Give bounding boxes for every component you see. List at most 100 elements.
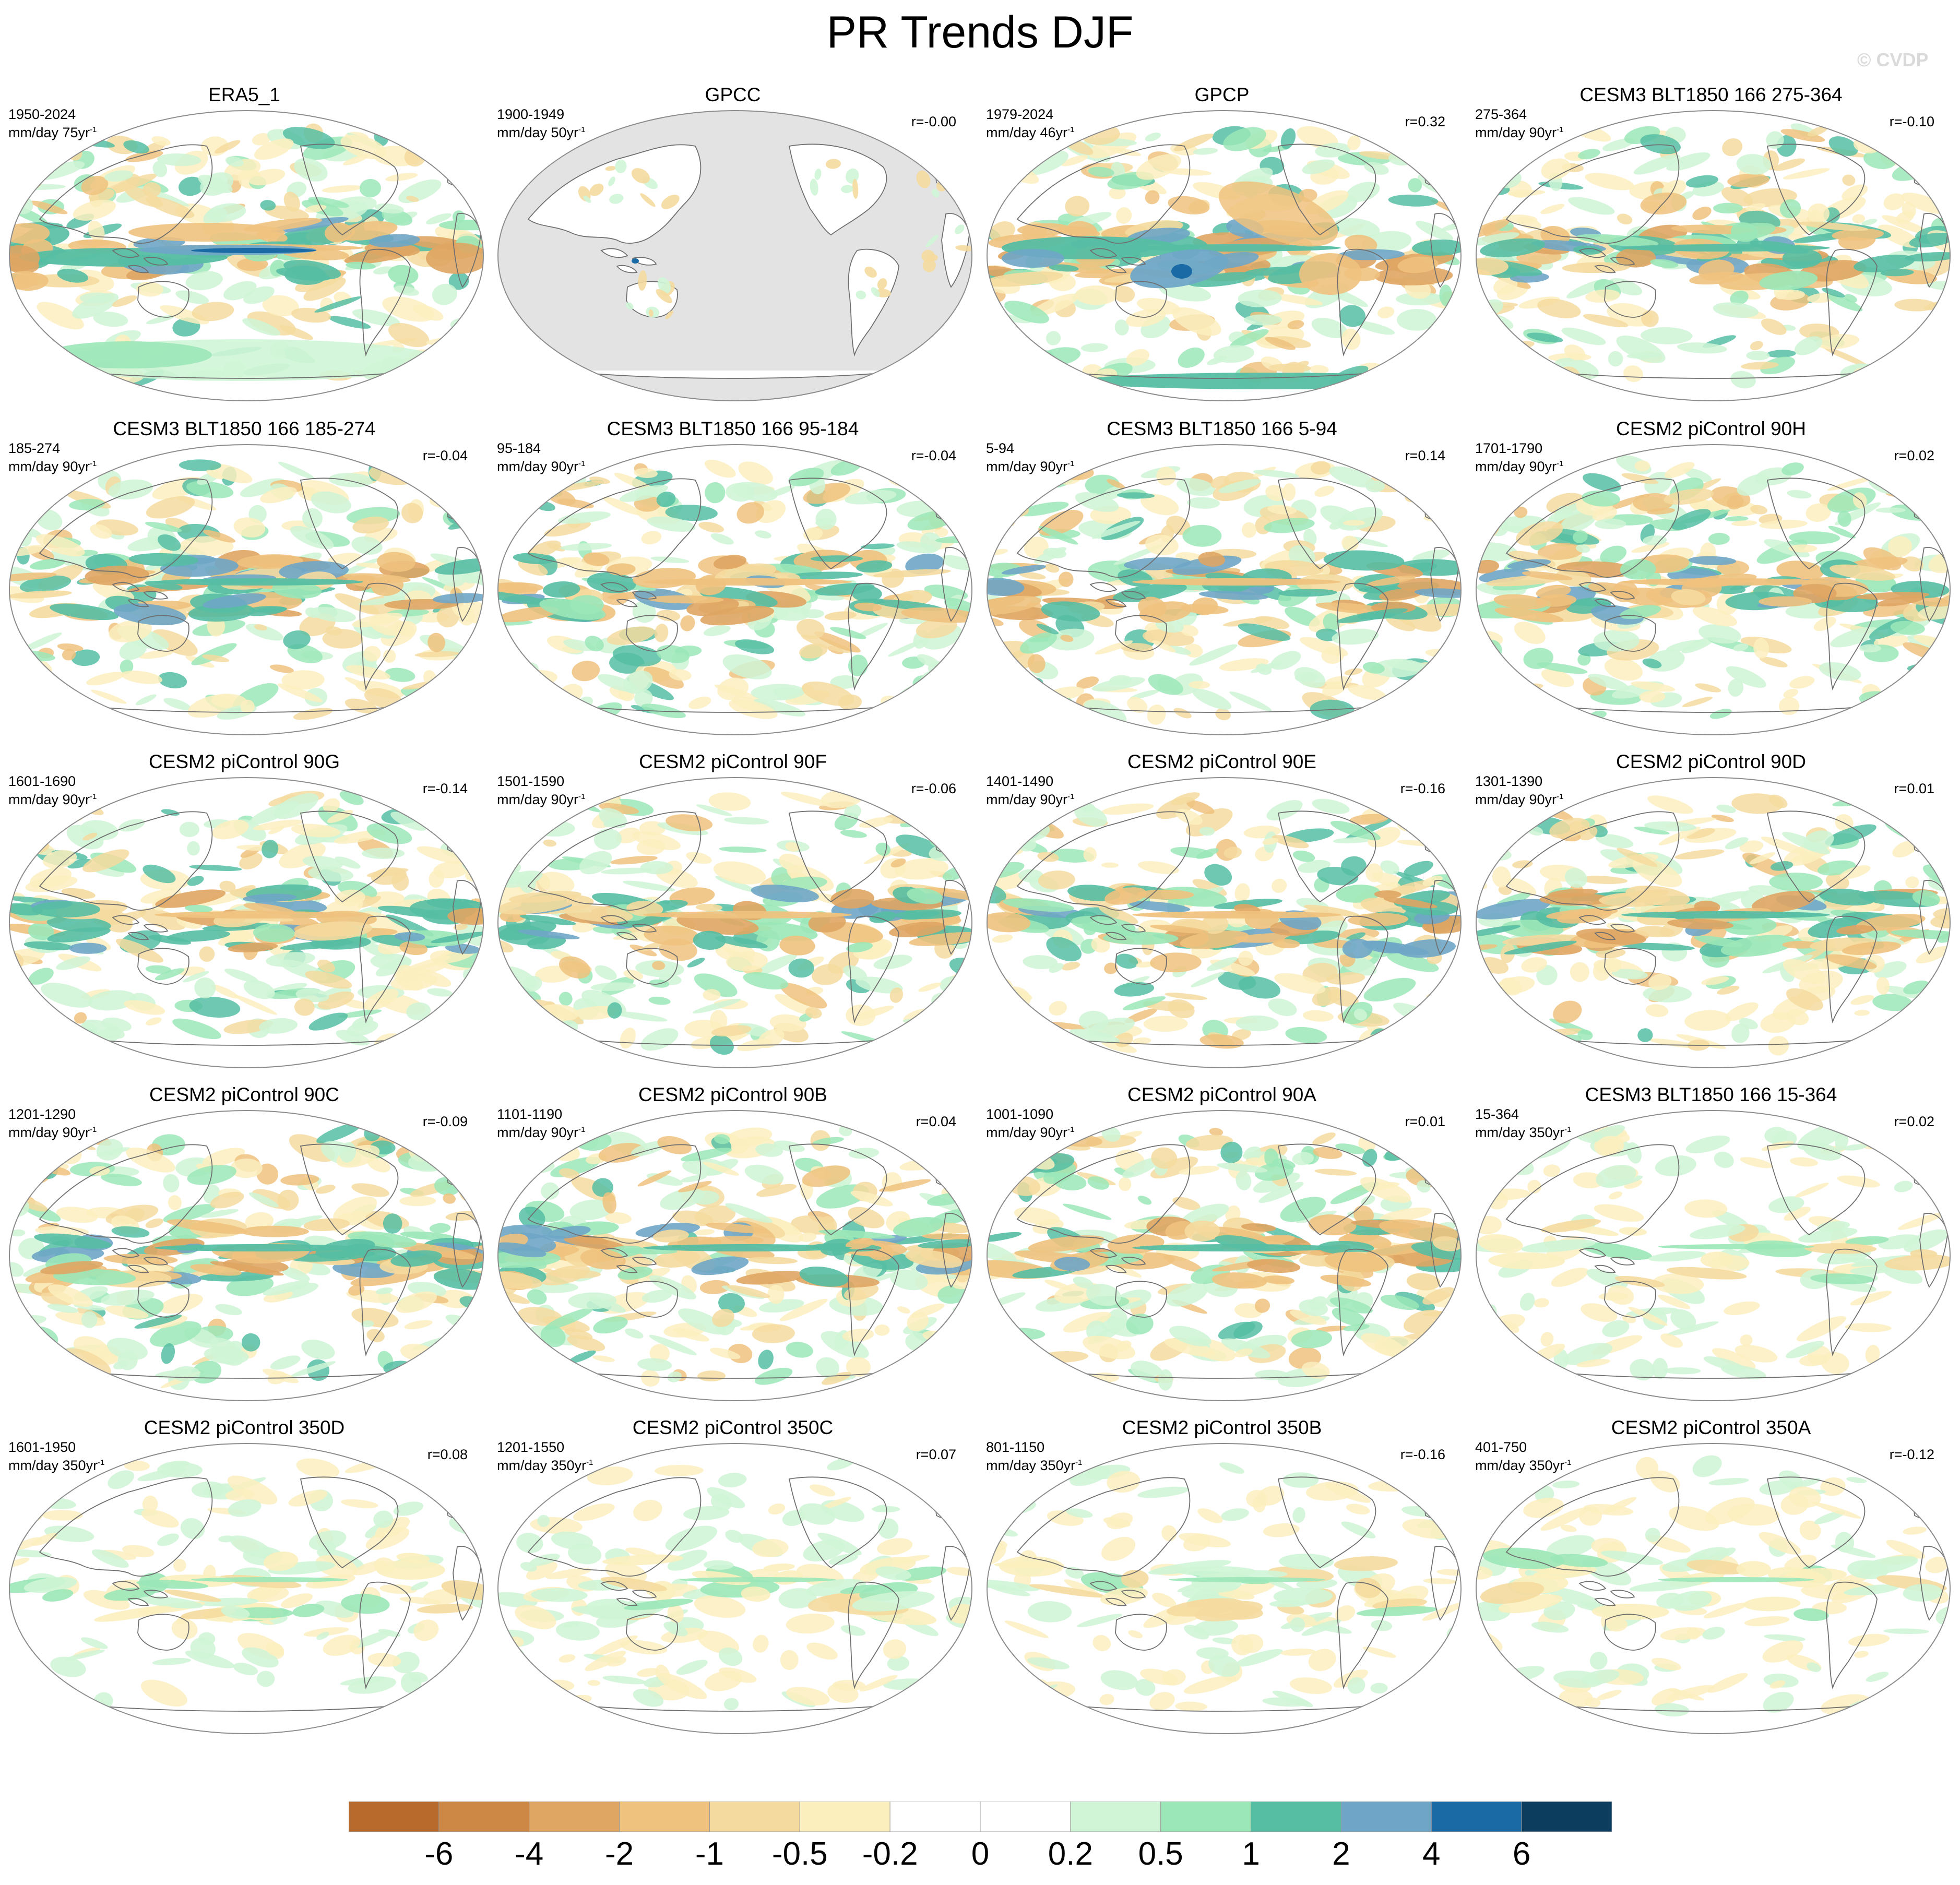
- trend-patch: [1241, 522, 1257, 538]
- trend-patch: [602, 1192, 616, 1214]
- trend-patch: [901, 607, 972, 623]
- panel-units-line: mm/day 90yr-1: [8, 456, 97, 474]
- trend-patch: [1000, 1159, 1029, 1173]
- trend-patch: [1780, 129, 1825, 142]
- trend-patch: [1559, 1375, 1573, 1382]
- trend-patch: [345, 677, 371, 689]
- panel-years: 1401-1490: [986, 773, 1054, 789]
- trend-patch: [1878, 224, 1920, 248]
- trend-patch: [937, 802, 966, 819]
- trend-patch: [1894, 1180, 1913, 1192]
- trend-patch: [1108, 147, 1142, 157]
- trend-patch: [1104, 887, 1147, 905]
- trend-patch: [266, 952, 315, 967]
- coastline: [616, 1264, 638, 1273]
- trend-patch: [1498, 886, 1512, 895]
- trend-patch: [1379, 1219, 1460, 1242]
- trend-patch: [987, 1242, 1017, 1263]
- trend-patch: [1393, 1141, 1425, 1151]
- trend-patch: [90, 524, 112, 539]
- trend-patch: [1132, 1037, 1151, 1045]
- trend-patch: [912, 1686, 943, 1702]
- panel-units-line: mm/day 350yr-1: [1475, 1122, 1571, 1140]
- trend-patch: [140, 889, 181, 904]
- trend-patch: [1209, 1128, 1223, 1136]
- trend-patch: [1615, 247, 1656, 268]
- trend-patch: [404, 1320, 433, 1330]
- trend-patch: [799, 1503, 836, 1525]
- trend-patch: [1521, 1239, 1596, 1252]
- trend-patch: [14, 1684, 38, 1697]
- trend-patch: [453, 924, 468, 930]
- trend-patch: [1634, 826, 1670, 835]
- trend-patch: [848, 654, 868, 676]
- trend-patch: [151, 136, 171, 146]
- trend-patch: [1006, 1033, 1036, 1048]
- trend-patch: [390, 1250, 442, 1267]
- trend-patch: [1749, 852, 1775, 864]
- trend-patch: [1884, 1254, 1950, 1271]
- map-panel: CESM2 piControl 350B 801-1150 mm/day 350yr…: [978, 1416, 1466, 1745]
- trend-patch: [1692, 1455, 1722, 1477]
- trend-patch: [1476, 820, 1498, 833]
- trend-patch: [788, 958, 814, 978]
- trend-patch: [647, 516, 696, 532]
- trend-patch: [1377, 306, 1395, 318]
- panel-title: CESM3 BLT1850 166 185-274: [113, 418, 376, 439]
- panel-units: mm/day 350yr: [986, 1458, 1076, 1473]
- trend-patch: [1137, 889, 1194, 900]
- trend-patch: [1596, 948, 1626, 959]
- trend-patch: [641, 1369, 660, 1387]
- trend-patch: [1897, 1212, 1944, 1230]
- trend-patch: [1290, 1677, 1332, 1695]
- trend-patch: [724, 817, 769, 825]
- panel-correlation: r=0.32: [1405, 114, 1445, 129]
- trend-patch: [442, 1478, 468, 1498]
- trend-patch: [1850, 995, 1874, 1005]
- units-exponent: -1: [578, 459, 586, 468]
- trend-patch: [844, 1283, 879, 1301]
- trend-patch: [322, 185, 362, 193]
- trend-patch: [673, 1328, 709, 1342]
- map-projection: [987, 1443, 1462, 1734]
- trend-patch: [1166, 516, 1191, 535]
- trend-patch: [703, 989, 721, 1001]
- coastline: [1121, 924, 1146, 933]
- trend-patch: [385, 173, 418, 182]
- trend-patch: [1156, 467, 1176, 486]
- trend-patch: [1341, 535, 1359, 551]
- trend-patch: [1614, 1275, 1665, 1287]
- map-border: [497, 777, 972, 1068]
- trend-patch: [587, 1680, 600, 1686]
- trend-patch: [200, 1209, 239, 1218]
- panel-correlation: r=0.02: [1894, 448, 1934, 463]
- trend-patch: [1292, 850, 1315, 862]
- trend-patch: [672, 1210, 714, 1226]
- trend-patch: [1692, 206, 1712, 220]
- trend-patch: [637, 1358, 672, 1371]
- trend-patch: [1445, 975, 1461, 993]
- trend-patch: [1854, 254, 1915, 272]
- panel-years: 1101-1190: [497, 1106, 563, 1122]
- trend-patch: [1794, 336, 1823, 355]
- coastline: [1594, 932, 1616, 940]
- trend-patch: [451, 157, 483, 178]
- trend-patch: [73, 199, 116, 221]
- coastline: [1913, 1169, 1943, 1187]
- trend-patch: [424, 1683, 473, 1705]
- panel-title: CESM2 piControl 90D: [1616, 751, 1806, 772]
- trend-patch: [1694, 936, 1743, 947]
- panel-correlation: r=0.07: [916, 1447, 956, 1462]
- trend-patch: [1294, 667, 1326, 688]
- coastline: [143, 257, 169, 266]
- trend-patch: [254, 624, 267, 631]
- trend-patch: [1119, 1177, 1132, 1191]
- trend-patch: [515, 1022, 561, 1044]
- trend-patch: [1485, 683, 1530, 700]
- trend-patch: [1433, 1000, 1461, 1011]
- trend-patch: [1476, 1682, 1506, 1707]
- trend-patch: [1623, 365, 1643, 383]
- trend-patch: [1184, 1625, 1209, 1640]
- trend-patch: [1560, 509, 1597, 533]
- trend-patch: [994, 1561, 1065, 1568]
